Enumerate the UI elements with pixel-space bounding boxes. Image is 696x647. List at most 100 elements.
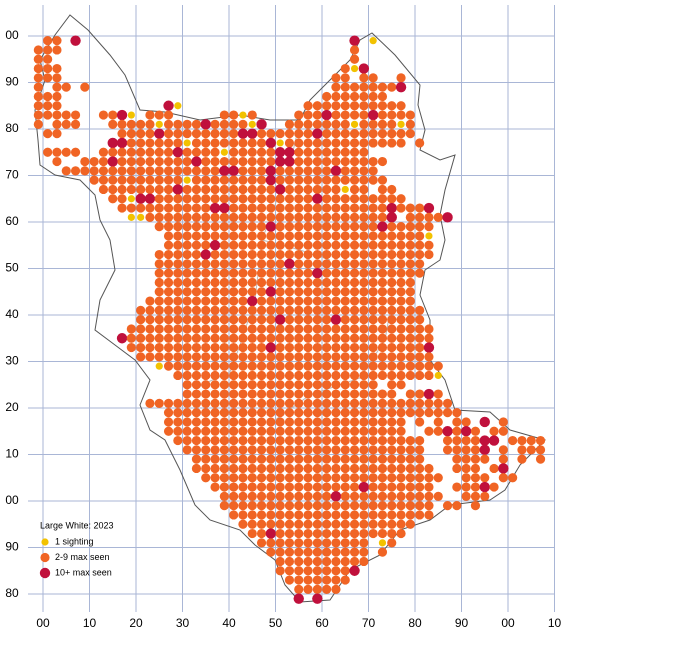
sighting-dot [256,129,267,139]
sighting-dot [294,249,304,260]
sighting-dot [359,212,369,222]
sighting-dot [303,556,313,567]
sighting-dot [322,101,332,111]
sighting-dot [294,333,304,343]
sighting-dot [126,175,136,185]
sighting-dot [340,501,350,511]
sighting-dot [331,222,341,232]
sighting-dot [201,240,211,250]
sighting-dot [498,417,508,427]
sighting-dot [284,194,295,204]
sighting-dot [312,240,322,250]
sighting-dot [266,408,276,418]
sighting-dot [210,361,220,371]
sighting-dot [238,240,248,250]
sighting-dot [349,426,360,436]
sighting-dot [330,491,342,502]
sighting-dot [405,473,415,483]
sighting-dot [247,398,257,408]
y-axis-label: 40 [5,307,19,321]
sighting-dot [303,528,313,539]
sighting-dot [247,231,257,241]
sighting-dot [461,473,471,483]
sighting-dot [442,501,453,511]
sighting-dot [294,147,304,157]
sighting-dot [293,593,304,604]
sighting-dot [386,202,397,214]
sighting-dot [182,222,192,232]
sighting-dot [183,176,191,184]
sighting-dot [405,370,415,381]
sighting-dot [387,342,397,353]
sighting-dot [229,222,239,232]
sighting-dot [265,286,277,297]
sighting-dot [424,491,434,501]
sighting-dot [219,435,229,446]
sighting-dot [340,268,350,278]
sighting-dot [266,361,276,371]
sighting-dot [191,463,202,474]
sighting-dot [359,222,369,232]
sighting-dot [396,101,406,111]
sighting-dot [312,501,322,511]
sighting-dot [294,408,304,418]
sighting-dot [182,268,192,278]
sighting-dot [191,417,202,427]
sighting-dot [331,361,341,371]
sighting-dot [210,249,220,260]
sighting-dot [312,267,323,279]
sighting-dot [219,408,229,418]
sighting-dot [191,389,202,399]
sighting-dot [191,361,202,371]
sighting-dot [191,370,202,381]
sighting-dot [377,501,388,511]
sighting-dot [145,166,155,176]
sighting-dot [340,222,350,232]
sighting-dot [294,510,304,520]
sighting-dot [387,380,397,390]
sighting-dot [276,139,284,147]
sighting-dot [209,202,221,214]
sighting-dot [173,240,183,250]
sighting-dot [182,342,192,353]
sighting-dot [340,240,350,250]
sighting-dot [201,203,211,213]
sighting-dot [349,147,360,157]
sighting-dot [238,222,248,232]
sighting-dot [136,138,146,148]
sighting-dot [415,305,425,315]
sighting-dot [294,212,304,222]
sighting-dot [526,445,536,455]
sighting-dot [359,426,369,436]
sighting-dot [201,370,211,381]
sighting-dot [275,212,285,222]
sighting-dot [247,435,257,446]
sighting-dot [219,202,230,214]
sighting-dot [43,110,53,120]
sighting-dot [405,519,415,529]
sighting-dot [191,194,202,204]
sighting-dot [322,194,332,204]
sighting-dot [359,473,369,483]
sighting-dot [377,212,388,222]
sighting-dot [247,249,257,260]
sighting-dot [303,361,313,371]
sighting-dot [340,305,350,315]
sighting-dot [303,129,313,139]
sighting-dot [191,259,202,269]
sighting-dot [321,109,332,121]
sighting-dot [210,463,220,474]
sighting-dot [377,175,388,185]
sighting-dot [349,510,360,520]
sighting-dot [387,510,397,520]
sighting-dot [284,147,295,158]
sighting-dot [229,510,239,520]
x-axis-label: 30 [176,616,190,630]
sighting-dot [303,333,313,343]
sighting-dot [312,482,322,492]
sighting-dot [266,277,276,288]
sighting-dot [266,538,276,548]
sighting-dot [116,137,128,149]
sighting-dot [163,342,174,353]
sighting-dot [424,240,434,250]
